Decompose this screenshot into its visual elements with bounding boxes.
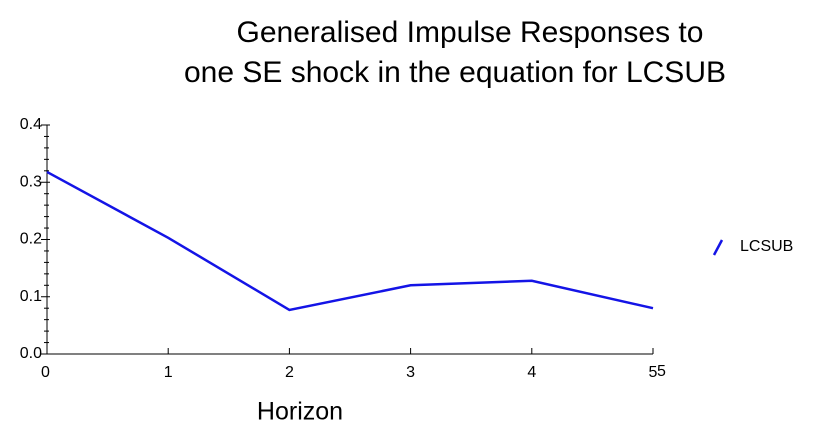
x-tick-label: 2	[285, 364, 294, 381]
series-line	[46, 170, 654, 312]
y-tick-label: 0.0	[20, 345, 42, 362]
y-tick-label: 0.1	[20, 288, 42, 305]
chart-title: Generalised Impulse Responses to	[237, 16, 704, 49]
chart-title: one SE shock in the equation for LCSUB	[184, 56, 726, 89]
y-tick-label: 0.3	[20, 173, 42, 190]
x-tick-label: 1	[164, 364, 173, 381]
x-tick-label: 3	[406, 364, 415, 381]
x-tick-label: 0	[41, 364, 50, 381]
x-axis-label: Horizon	[257, 398, 343, 426]
x-tick-label: 4	[527, 364, 536, 381]
legend-label: LCSUB	[740, 238, 793, 255]
y-tick-label: 0.2	[20, 231, 42, 248]
y-tick-label: 0.4	[20, 116, 42, 133]
x-end-label: 5	[657, 363, 666, 380]
legend-swatch	[712, 239, 724, 256]
x-tick-label: 5	[649, 364, 658, 381]
